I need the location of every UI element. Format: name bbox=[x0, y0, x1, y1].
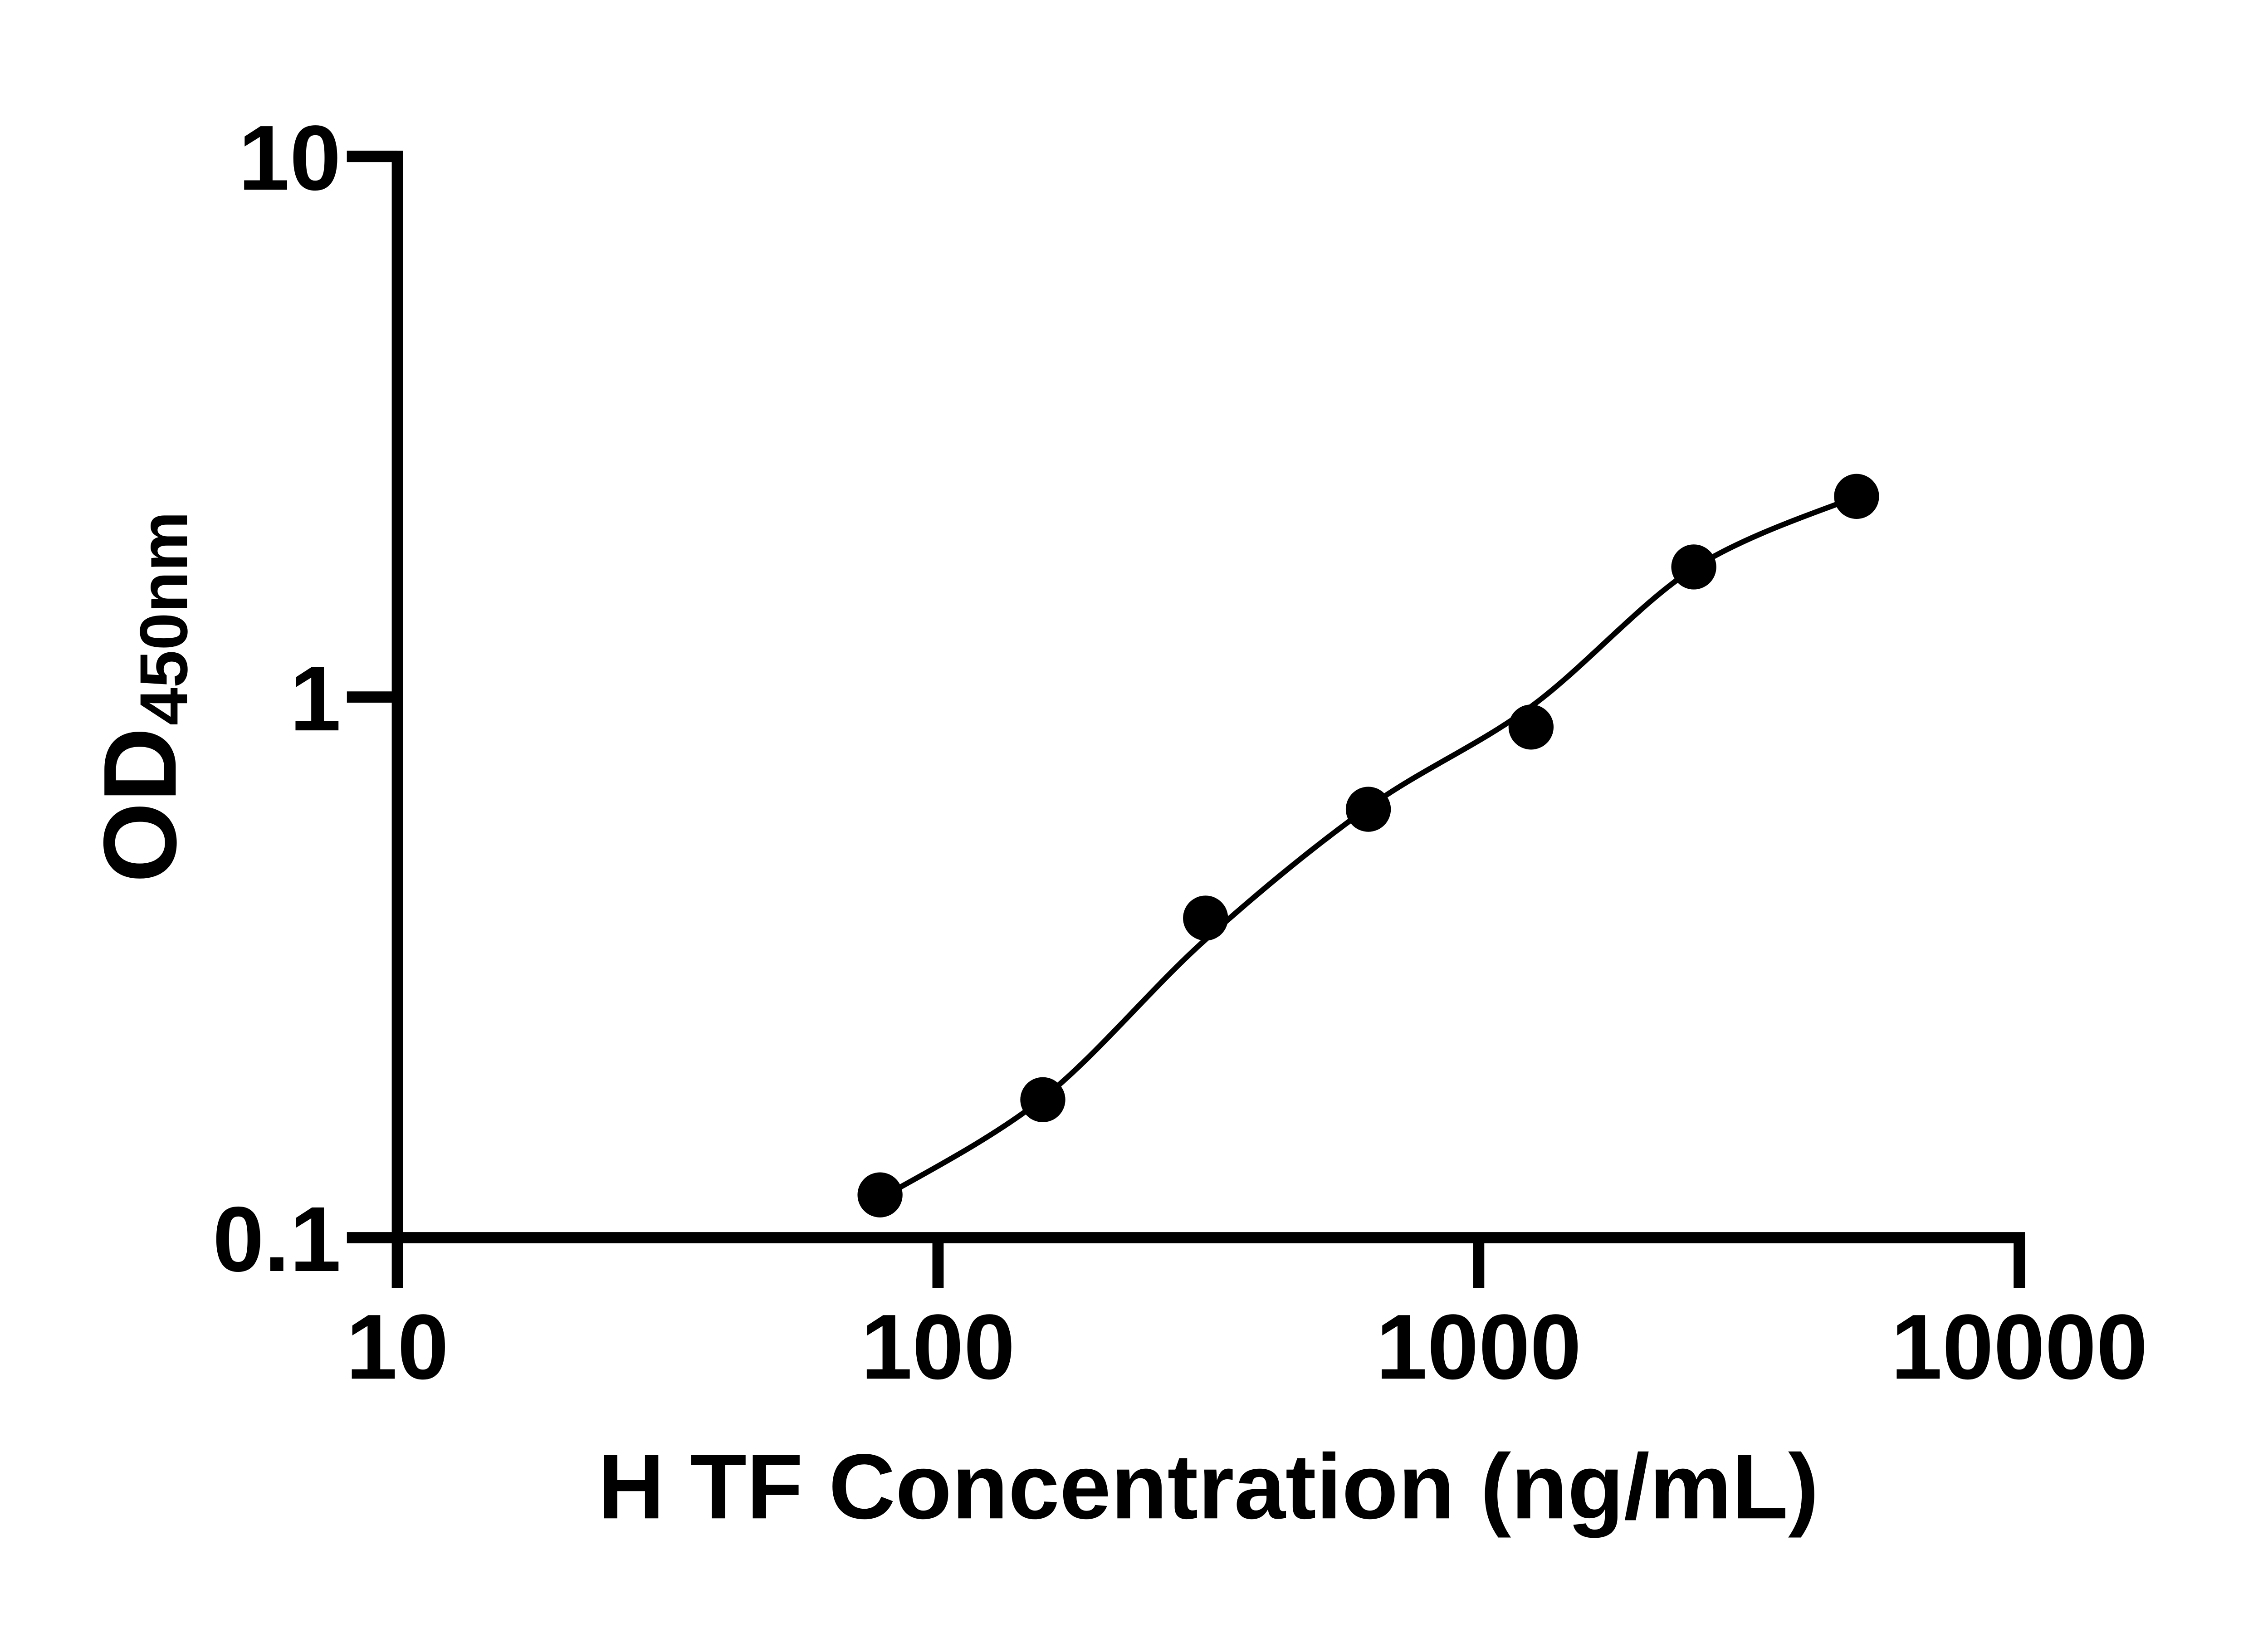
x-tick-label: 1000 bbox=[1376, 1296, 1581, 1399]
data-point bbox=[1183, 895, 1228, 941]
y-tick-label: 1 bbox=[290, 647, 341, 750]
axis-labels: H TF Concentration (ng/mL) OD 450nm 10 10… bbox=[82, 107, 2147, 1538]
x-tick-label: 100 bbox=[861, 1296, 1015, 1399]
axes bbox=[347, 151, 2025, 1288]
axis-frame bbox=[347, 151, 2025, 1288]
x-tick-label: 10 bbox=[346, 1296, 449, 1399]
data-point bbox=[1671, 544, 1716, 590]
data-points-layer bbox=[857, 474, 1879, 1217]
x-tick-label: 10000 bbox=[1891, 1296, 2148, 1399]
y-axis-title-subscript: 450nm bbox=[126, 511, 201, 725]
data-point bbox=[1345, 787, 1391, 832]
data-point bbox=[1834, 474, 1879, 519]
y-tick-label: 10 bbox=[238, 107, 341, 210]
y-tick-label: 0.1 bbox=[213, 1188, 341, 1291]
data-point bbox=[1508, 704, 1554, 750]
x-axis-title: H TF Concentration (ng/mL) bbox=[598, 1435, 1819, 1538]
y-axis-title: OD 450nm bbox=[82, 511, 201, 883]
elisa-standard-curve-chart: H TF Concentration (ng/mL) OD 450nm 10 10… bbox=[0, 5, 2268, 1628]
data-point bbox=[857, 1172, 903, 1217]
data-point bbox=[1020, 1077, 1066, 1123]
y-axis-title-main: OD bbox=[82, 728, 198, 883]
